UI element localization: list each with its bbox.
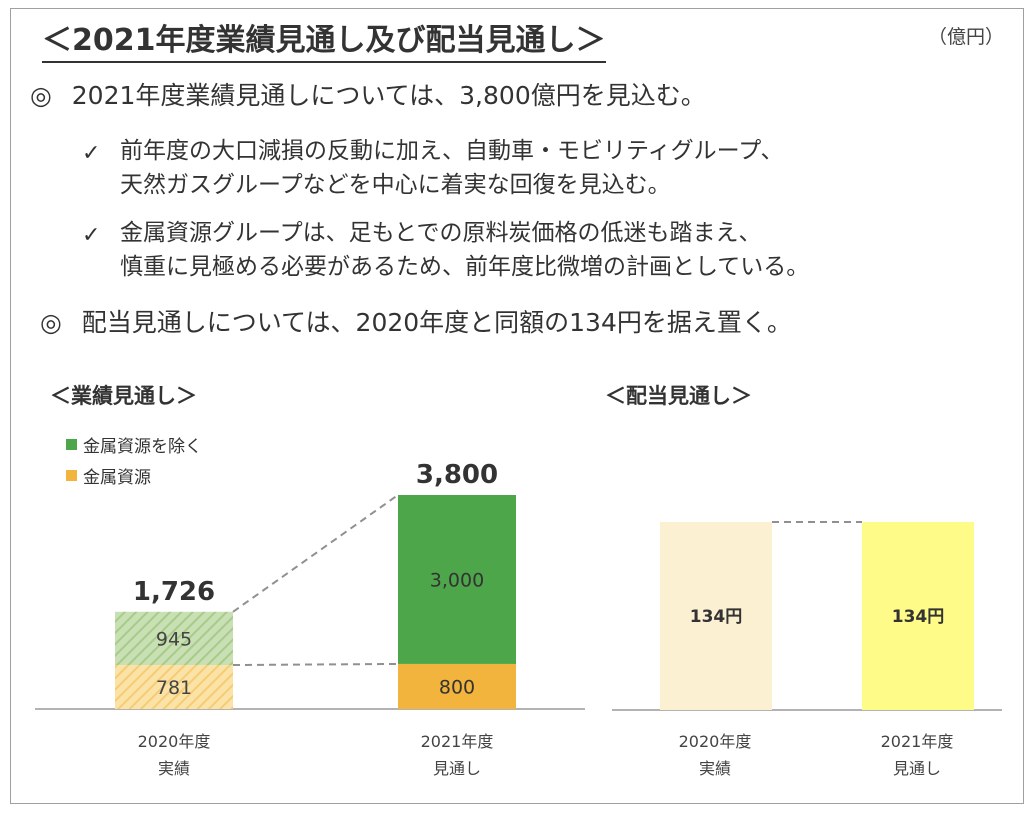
bar-2021-metal <box>398 663 516 709</box>
check-item-2-line2: 慎重に見極める必要があるため、前年度比微増の計画としている。 <box>120 254 810 280</box>
label-2021-nonmetal: 3,000 <box>430 569 484 591</box>
dividend-cat-2020-line2: 実績 <box>699 759 731 778</box>
checkmark-icon: ✓ <box>82 141 101 166</box>
check-item-1-line2: 天然ガスグループなどを中心に着実な回復を見込む。 <box>120 172 671 198</box>
double-circle-icon: ◎ <box>30 81 52 110</box>
dividend-bar-2021 <box>862 522 974 710</box>
check-item-2-line1: 金属資源グループは、足もとでの原料炭価格の低迷も踏まえ、 <box>120 220 762 246</box>
check-item-2: 金属資源グループは、足もとでの原料炭価格の低迷も踏まえ、 慎重に見極める必要があ… <box>120 216 809 284</box>
label-2020-metal: 781 <box>156 677 192 699</box>
legend-label-metal: 金属資源 <box>83 468 151 488</box>
total-2021: 3,800 <box>416 460 498 490</box>
dividend-label-2021: 134円 <box>892 607 945 627</box>
total-2020: 1,726 <box>133 577 215 607</box>
connector-total <box>232 494 399 613</box>
bullet-dividend: ◎ 配当見通しについては、2020年度と同額の134円を据え置く。 <box>40 307 792 339</box>
dividend-cat-2021-line1: 2021年度 <box>881 732 954 751</box>
earnings-chart: 781 945 800 3,000 1,726 3,800 2020年度 実績 … <box>35 460 585 778</box>
connector-metal <box>232 662 399 667</box>
earnings-cat-2020-line1: 2020年度 <box>138 732 211 751</box>
bullet-dividend-text: 配当見通しについては、2020年度と同額の134円を据え置く。 <box>81 308 792 337</box>
legend-item-metal: 金属資源 <box>66 463 151 488</box>
slide-frame <box>10 8 1024 804</box>
earnings-section-title: ＜業績見通し＞ <box>50 384 197 408</box>
dividend-chart: 134円 134円 2020年度 実績 2021年度 見通し <box>612 521 1002 778</box>
check-item-1: 前年度の大口減損の反動に加え、自動車・モビリティグループ、 天然ガスグループなど… <box>120 134 784 202</box>
dividend-cat-2021-line2: 見通し <box>893 759 941 778</box>
label-2021-metal: 800 <box>439 676 475 698</box>
bar-2020-nonmetal <box>115 611 233 666</box>
bar-2021-nonmetal <box>398 495 516 664</box>
dividend-section-title: ＜配当見通し＞ <box>605 384 752 408</box>
earnings-cat-2021-line2: 見通し <box>433 759 481 778</box>
legend-swatch-green <box>66 439 77 450</box>
bar-2020-metal <box>115 665 233 709</box>
checkmark-icon: ✓ <box>82 223 101 248</box>
double-circle-icon: ◎ <box>40 308 62 337</box>
dividend-label-2020: 134円 <box>690 607 743 627</box>
unit-label: （億円） <box>927 26 1004 48</box>
legend-label-nonmetal: 金属資源を除く <box>83 437 202 457</box>
legend-swatch-orange <box>66 470 77 481</box>
check-item-1-line1: 前年度の大口減損の反動に加え、自動車・モビリティグループ、 <box>120 138 784 164</box>
earnings-cat-2021-line1: 2021年度 <box>421 732 494 751</box>
dividend-cat-2020-line1: 2020年度 <box>679 732 752 751</box>
page-title: ＜2021年度業績見通し及び配当見通し＞ <box>42 22 606 63</box>
dividend-bar-2020 <box>660 522 772 710</box>
bullet-earnings-text: 2021年度業績見通しについては、3,800億円を見込む。 <box>71 81 706 110</box>
legend-item-nonmetal: 金属資源を除く <box>66 432 202 457</box>
label-2020-nonmetal: 945 <box>156 628 192 650</box>
bullet-earnings: ◎ 2021年度業績見通しについては、3,800億円を見込む。 <box>30 80 706 112</box>
earnings-cat-2020-line2: 実績 <box>158 759 190 778</box>
